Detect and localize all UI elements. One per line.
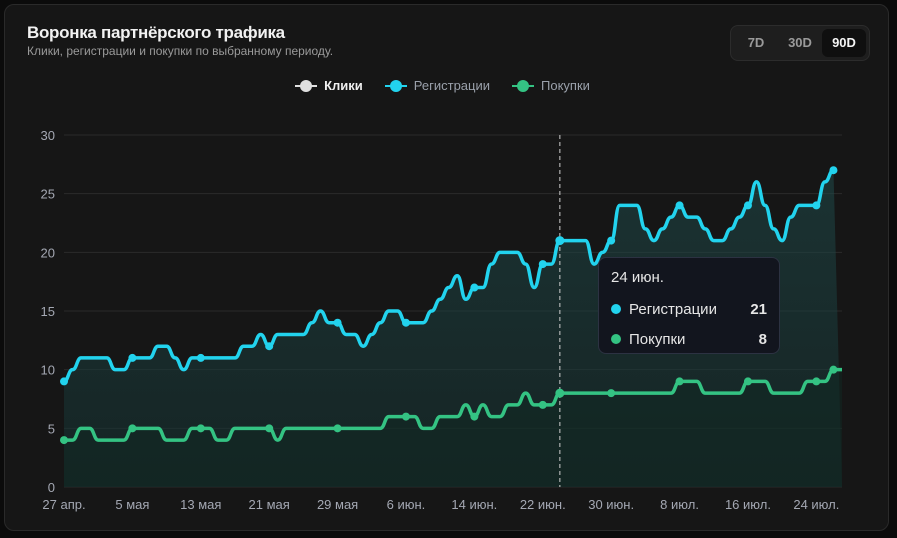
purchases-point <box>60 436 68 445</box>
registrations-point <box>470 283 479 292</box>
page-subtitle: Клики, регистрации и покупки по выбранно… <box>27 44 334 58</box>
registrations-point <box>538 260 547 269</box>
x-tick-label: 8 июл. <box>660 497 699 512</box>
tooltip-value-purchases: 8 <box>758 330 767 348</box>
range-30d-button[interactable]: 30D <box>788 35 812 50</box>
purchases-point <box>743 377 752 386</box>
clicks-legend-icon <box>295 79 318 92</box>
registrations-line <box>63 168 835 384</box>
purchases-point <box>265 424 274 433</box>
registrations-point <box>829 166 838 175</box>
y-tick-label: 10 <box>41 363 55 378</box>
x-tick-label: 16 июл. <box>725 497 771 512</box>
y-tick-label: 20 <box>41 245 55 260</box>
purchases-area <box>64 369 842 487</box>
x-tick-label: 5 мая <box>115 497 149 512</box>
registrations-point <box>265 342 274 351</box>
legend-item-purchases[interactable]: Покупки <box>512 78 590 93</box>
registrations-dot-icon <box>611 304 621 314</box>
purchases-point <box>538 400 547 409</box>
x-tick-label: 21 мая <box>249 497 290 512</box>
purchases-legend-icon <box>512 79 534 92</box>
legend-label-clicks: Клики <box>324 78 363 93</box>
tooltip-row-registrations: Регистрации 21 <box>611 294 767 324</box>
x-tick-label: 30 июн. <box>588 497 634 512</box>
legend-item-registrations[interactable]: Регистрации <box>384 78 490 93</box>
purchases-point <box>128 424 137 433</box>
purchases-point <box>470 412 479 421</box>
tooltip-row-purchases: Покупки 8 <box>611 324 767 354</box>
x-tick-label: 14 июн. <box>451 497 497 512</box>
range-7d-button[interactable]: 7D <box>747 35 765 50</box>
purchases-point <box>675 377 684 386</box>
x-tick-label: 13 мая <box>180 497 221 512</box>
tooltip-date: 24 июн. <box>611 269 664 286</box>
registrations-point <box>675 201 684 210</box>
range-selector: 7D 30D 90D <box>730 25 870 61</box>
purchases-point <box>607 389 616 398</box>
registrations-point <box>743 201 752 210</box>
registrations-point <box>196 353 205 362</box>
chart-legend: Клики Регистрации Покупки <box>0 78 885 93</box>
x-tick-label: 29 мая <box>317 497 358 512</box>
purchases-point <box>196 424 205 433</box>
y-tick-label: 25 <box>41 187 55 202</box>
chart-tooltip: 24 июн. Регистрации 21 Покупки 8 <box>598 257 780 354</box>
y-tick-label: 0 <box>48 480 55 495</box>
tooltip-label-purchases: Покупки <box>629 330 686 348</box>
range-90d-button[interactable]: 90D <box>822 29 866 57</box>
legend-item-clicks[interactable]: Клики <box>295 78 363 93</box>
purchases-point <box>829 365 838 374</box>
purchases-dot-icon <box>611 334 621 344</box>
registrations-point <box>60 377 68 386</box>
x-tick-label: 6 июн. <box>387 497 426 512</box>
x-tick-label: 22 июн. <box>520 497 566 512</box>
registrations-point <box>812 201 821 210</box>
x-tick-label: 27 апр. <box>42 497 85 512</box>
registrations-point <box>128 353 137 362</box>
x-tick-label: 24 июл. <box>793 497 839 512</box>
registrations-legend-icon <box>384 79 407 92</box>
registrations-hover-point <box>555 236 565 246</box>
tooltip-label-registrations: Регистрации <box>629 300 717 318</box>
tooltip-value-registrations: 21 <box>750 300 767 318</box>
registrations-point <box>401 318 410 327</box>
page-title: Воронка партнёрского трафика <box>27 23 285 42</box>
legend-label-purchases: Покупки <box>541 78 590 93</box>
purchases-point <box>812 377 821 386</box>
legend-label-registrations: Регистрации <box>413 78 490 93</box>
y-tick-label: 15 <box>41 304 55 319</box>
purchases-line <box>64 367 842 442</box>
y-tick-label: 5 <box>48 421 55 436</box>
registrations-point <box>333 318 342 327</box>
y-tick-label: 30 <box>41 128 55 143</box>
registrations-point <box>607 236 616 245</box>
purchases-point <box>333 424 342 433</box>
purchases-point <box>401 412 410 421</box>
purchases-hover-point <box>555 388 565 398</box>
